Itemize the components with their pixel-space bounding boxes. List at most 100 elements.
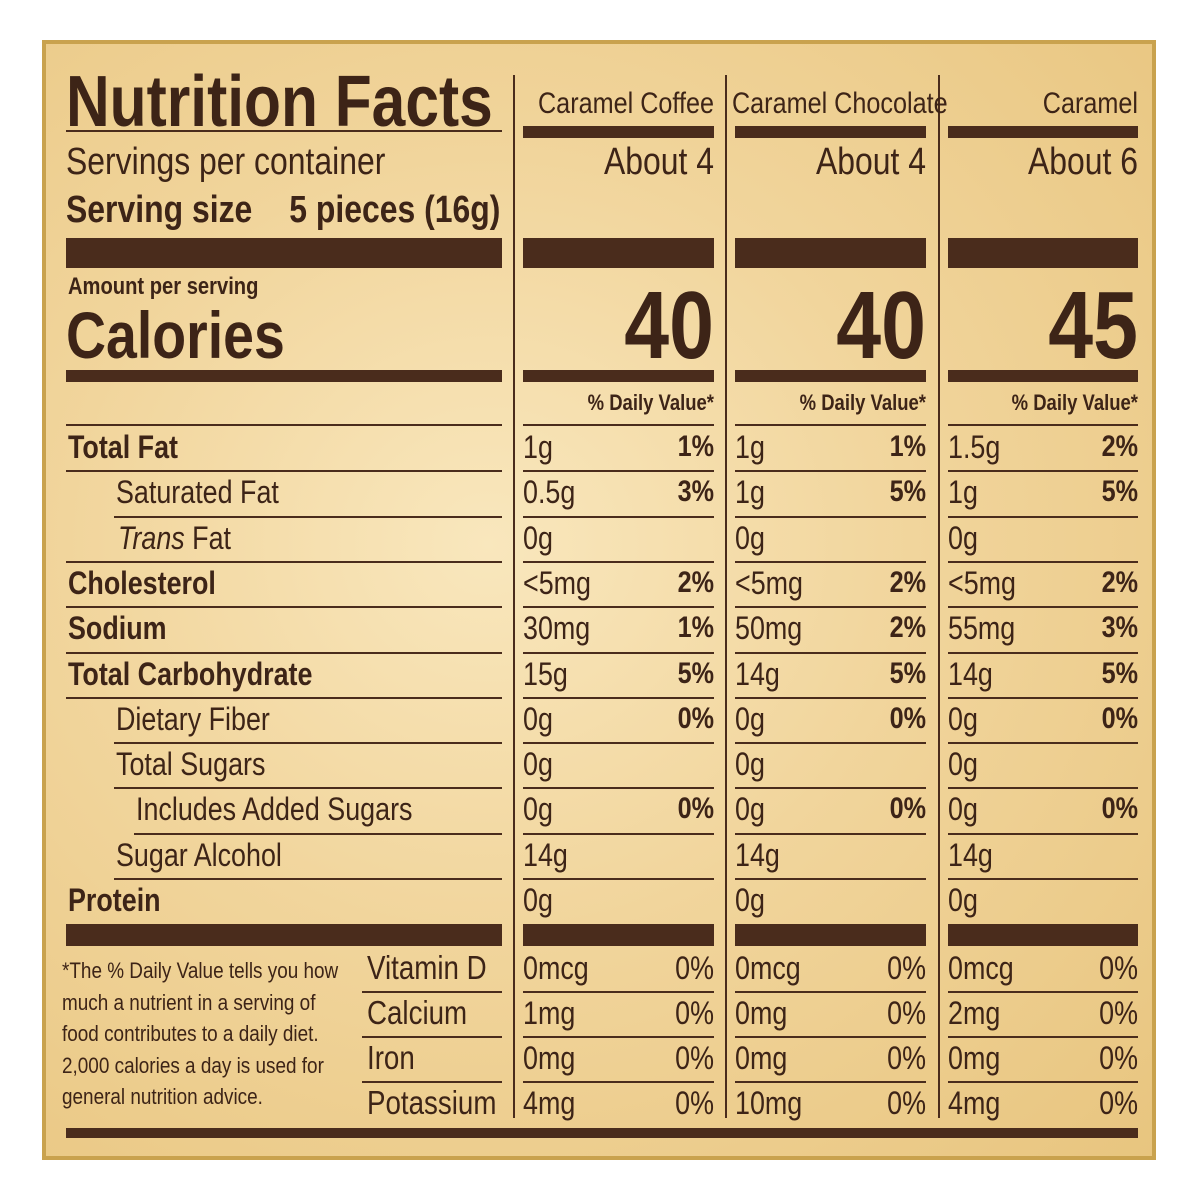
nutrient-label-8: Includes Added Sugars bbox=[136, 791, 413, 828]
vitamin-percent: 0% bbox=[675, 950, 714, 986]
row-rule bbox=[735, 515, 926, 518]
nutrient-label-5: Total Carbohydrate bbox=[68, 655, 313, 692]
vitamin-percent: 0% bbox=[1099, 1085, 1138, 1121]
label-title: Nutrition Facts bbox=[66, 62, 493, 142]
daily-percent: 2% bbox=[677, 565, 714, 599]
row-rule bbox=[362, 991, 502, 993]
daily-percent: 0% bbox=[677, 701, 714, 735]
row-rule bbox=[66, 606, 502, 609]
row-rule bbox=[523, 1036, 714, 1038]
amount-value: 0g bbox=[948, 882, 978, 918]
vitamin-amount: 4mg bbox=[523, 1085, 576, 1121]
nutrient-label-3: Cholesterol bbox=[68, 564, 216, 601]
row-rule bbox=[523, 1081, 714, 1083]
row-rule bbox=[735, 787, 926, 790]
amount-value: 0g bbox=[735, 746, 765, 783]
thick-bar bbox=[66, 924, 502, 946]
title-rule bbox=[66, 130, 502, 132]
row-rule bbox=[948, 515, 1138, 518]
medium-bar bbox=[735, 370, 926, 382]
row-rule bbox=[523, 424, 714, 426]
amount-value: 1g bbox=[948, 474, 978, 511]
row-rule bbox=[948, 787, 1138, 790]
product-name: Caramel bbox=[1042, 87, 1138, 120]
amount-value: 0g bbox=[735, 519, 765, 556]
daily-percent: 2% bbox=[1101, 430, 1138, 463]
amount-value: 0g bbox=[523, 791, 553, 828]
row-rule bbox=[735, 1081, 926, 1083]
row-rule bbox=[66, 651, 502, 654]
daily-percent: 5% bbox=[1101, 475, 1138, 509]
row-rule bbox=[948, 991, 1138, 993]
product-name: Caramel Chocolate bbox=[731, 87, 948, 120]
vitamin-amount: 0mcg bbox=[948, 950, 1014, 986]
amount-value: 0g bbox=[948, 746, 978, 783]
row-rule bbox=[948, 1036, 1138, 1038]
vitamin-amount: 4mg bbox=[948, 1085, 1001, 1121]
product-rule bbox=[735, 126, 926, 138]
daily-percent: 0% bbox=[1101, 792, 1138, 826]
thick-bar bbox=[948, 924, 1138, 946]
row-rule bbox=[735, 991, 926, 993]
row-rule bbox=[523, 515, 714, 518]
daily-percent: 1% bbox=[677, 430, 714, 463]
row-rule bbox=[114, 515, 502, 518]
amount-value: 0g bbox=[735, 700, 765, 737]
vitamin-percent: 0% bbox=[887, 995, 926, 1031]
product-name: Caramel Coffee bbox=[537, 87, 714, 120]
vitamin-percent: 0% bbox=[887, 950, 926, 986]
amount-value: 14g bbox=[735, 836, 780, 873]
amount-value: 0g bbox=[523, 882, 553, 918]
vitamin-amount: 0mg bbox=[735, 1040, 788, 1076]
row-rule bbox=[66, 560, 502, 563]
row-rule bbox=[523, 878, 714, 880]
row-rule bbox=[948, 878, 1138, 880]
servings-per-container-label: Servings per container bbox=[66, 141, 386, 183]
servings-value: About 4 bbox=[603, 141, 714, 183]
daily-percent: 1% bbox=[889, 430, 926, 463]
row-rule bbox=[523, 991, 714, 993]
column-divider bbox=[725, 75, 727, 1118]
amount-value: 0g bbox=[948, 791, 978, 828]
row-rule bbox=[66, 424, 502, 426]
amount-value: 15g bbox=[523, 655, 568, 692]
amount-value: 1.5g bbox=[948, 429, 1001, 465]
row-rule bbox=[948, 470, 1138, 473]
row-rule bbox=[66, 696, 502, 699]
amount-value: 0g bbox=[735, 791, 765, 828]
daily-value-header: % Daily Value* bbox=[587, 390, 714, 415]
vitamin-amount: 0mcg bbox=[735, 950, 801, 986]
amount-value: <5mg bbox=[948, 564, 1016, 601]
daily-percent: 2% bbox=[1101, 565, 1138, 599]
row-rule bbox=[523, 560, 714, 563]
vitamin-amount: 0mg bbox=[523, 1040, 576, 1076]
row-rule bbox=[523, 832, 714, 835]
row-rule bbox=[362, 1081, 502, 1083]
row-rule bbox=[948, 424, 1138, 426]
amount-value: 14g bbox=[948, 836, 993, 873]
amount-value: 0g bbox=[523, 700, 553, 737]
row-rule bbox=[523, 470, 714, 473]
amount-value: <5mg bbox=[523, 564, 591, 601]
row-rule bbox=[362, 1036, 502, 1038]
daily-percent: 0% bbox=[889, 792, 926, 826]
daily-value-header: % Daily Value* bbox=[1011, 390, 1138, 415]
daily-value-footnote: *The % Daily Value tells you how much a … bbox=[62, 958, 339, 1109]
daily-percent: 5% bbox=[677, 656, 714, 690]
vitamin-percent: 0% bbox=[1099, 950, 1138, 986]
nutrient-label-7: Total Sugars bbox=[116, 746, 266, 783]
row-rule bbox=[948, 606, 1138, 609]
daily-percent: 0% bbox=[677, 792, 714, 826]
vitamin-percent: 0% bbox=[1099, 995, 1138, 1031]
vitamin-percent: 0% bbox=[675, 995, 714, 1031]
daily-percent: 3% bbox=[677, 475, 714, 509]
calories-label: Calories bbox=[66, 298, 285, 372]
nutrient-label-0: Total Fat bbox=[68, 429, 179, 465]
nutrient-label-9: Sugar Alcohol bbox=[116, 836, 282, 873]
amount-value: 1g bbox=[523, 429, 553, 465]
vitamin-percent: 0% bbox=[887, 1085, 926, 1121]
vitamin-percent: 0% bbox=[887, 1040, 926, 1076]
row-rule bbox=[735, 560, 926, 563]
vitamin-percent: 0% bbox=[675, 1040, 714, 1076]
servings-value: About 6 bbox=[1027, 141, 1138, 183]
